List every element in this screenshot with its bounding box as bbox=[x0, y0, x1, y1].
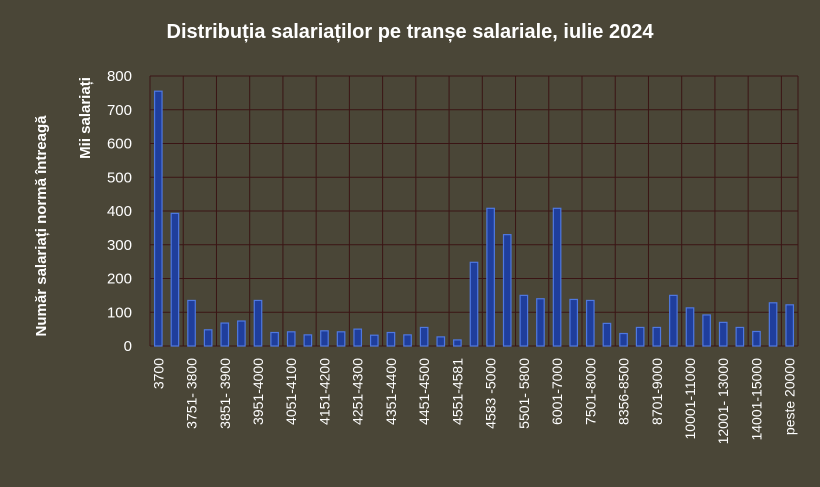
bar bbox=[419, 326, 429, 347]
x-tick-label: 4451-4500 bbox=[416, 358, 432, 425]
y-tick-label: 400 bbox=[107, 203, 132, 220]
y-tick-label: 600 bbox=[107, 136, 132, 153]
bar bbox=[619, 332, 628, 347]
bar bbox=[386, 331, 396, 347]
bar bbox=[635, 326, 645, 347]
bar bbox=[403, 334, 412, 347]
x-tick-label: peste 20000 bbox=[782, 358, 798, 435]
x-tick-label: 3700 bbox=[150, 358, 166, 389]
y-tick-label: 800 bbox=[107, 68, 132, 85]
bar bbox=[436, 336, 446, 347]
bar bbox=[552, 207, 562, 347]
x-tick-label: 3851- 3900 bbox=[217, 358, 233, 429]
x-tick-label: 7501-8000 bbox=[582, 358, 598, 425]
y-tick-label: 500 bbox=[107, 169, 132, 186]
x-tick-label: 4051-4100 bbox=[283, 358, 299, 425]
x-tick-label: 3951-4000 bbox=[250, 358, 266, 425]
x-tick-label: 6001-7000 bbox=[549, 358, 565, 425]
bar bbox=[585, 299, 595, 347]
bar bbox=[735, 326, 745, 347]
bar bbox=[320, 330, 329, 347]
bar bbox=[187, 299, 196, 347]
x-tick-label: 4151-4200 bbox=[316, 358, 332, 425]
x-tick-label: 10001-11000 bbox=[682, 358, 698, 440]
x-tick-label: 8356-8500 bbox=[616, 358, 632, 425]
x-tick-label: 8701-9000 bbox=[649, 358, 665, 425]
bar bbox=[253, 299, 263, 347]
bar bbox=[203, 329, 213, 347]
x-tick-label: 4351-4400 bbox=[383, 358, 399, 425]
bar bbox=[453, 339, 462, 347]
chart-title: Distribuția salariaților pe tranșe salar… bbox=[167, 21, 655, 43]
bar bbox=[336, 331, 346, 347]
x-tick-label: 3751- 3800 bbox=[184, 358, 200, 429]
bar bbox=[353, 328, 363, 347]
x-tick-label: 4583 -5000 bbox=[483, 358, 499, 429]
bar bbox=[652, 326, 662, 347]
bar bbox=[303, 334, 313, 347]
bar bbox=[469, 261, 479, 347]
bar bbox=[785, 304, 795, 347]
bar bbox=[286, 331, 296, 347]
bar bbox=[702, 314, 711, 347]
bar bbox=[369, 334, 379, 347]
y-tick-labels: 0 100 200 300 400 500 600 700 800 bbox=[107, 68, 132, 355]
y-axis-title-inner: Mii salariați bbox=[77, 77, 94, 159]
x-tick-labels: 3700 3751- 3800 3851- 3900 3951-4000 4051-41… bbox=[150, 358, 797, 445]
bar bbox=[486, 207, 495, 347]
bar bbox=[502, 234, 512, 347]
y-tick-label: 300 bbox=[107, 237, 132, 254]
x-tick-label: 4251-4300 bbox=[350, 358, 366, 425]
bar bbox=[602, 322, 612, 347]
bar bbox=[237, 320, 246, 347]
y-axis-title-outer: Număr salariați normă întreagă bbox=[33, 115, 50, 337]
y-tick-label: 700 bbox=[107, 102, 132, 119]
x-tick-label: 14001-15000 bbox=[748, 358, 764, 441]
bar bbox=[752, 330, 761, 347]
bar bbox=[669, 294, 678, 347]
bar bbox=[270, 331, 279, 347]
bar bbox=[220, 322, 230, 347]
bar bbox=[569, 298, 579, 347]
y-tick-label: 200 bbox=[107, 271, 132, 288]
x-tick-label: 12001- 13000 bbox=[715, 358, 731, 445]
x-tick-label: 5501- 5800 bbox=[516, 358, 532, 429]
bars bbox=[153, 90, 795, 347]
bar bbox=[170, 212, 180, 347]
y-tick-label: 0 bbox=[124, 338, 132, 355]
bar bbox=[153, 90, 163, 347]
plot-grid bbox=[149, 75, 799, 347]
bar bbox=[718, 321, 728, 347]
x-tick-label: 4551-4581 bbox=[449, 358, 465, 425]
bar bbox=[685, 307, 695, 347]
bar bbox=[519, 294, 529, 347]
y-tick-label: 100 bbox=[107, 304, 132, 321]
bar bbox=[536, 298, 545, 347]
bar bbox=[768, 302, 778, 347]
